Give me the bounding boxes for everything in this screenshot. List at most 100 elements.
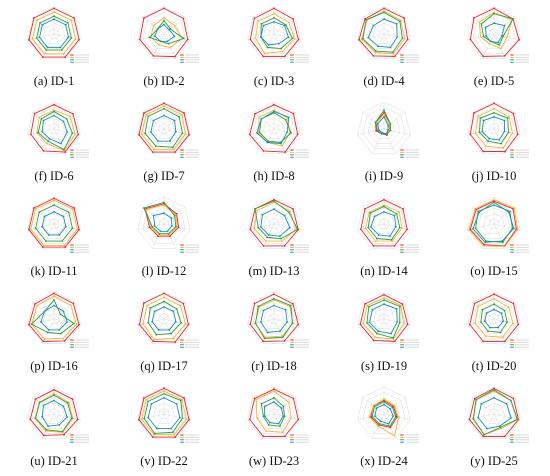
radar-point [468,323,471,326]
legend-marker [511,54,513,56]
radar-point [163,23,165,26]
radar-svg [247,196,309,253]
radar-point [67,211,70,214]
radar-point [163,396,165,399]
radar-point [69,304,72,307]
legend-marker [291,339,293,341]
radar-point [478,211,481,214]
radar-series-line [35,204,73,242]
radar-point [41,225,44,228]
radar-point [53,18,55,21]
legend-text-placeholder [515,346,529,348]
radar-point [38,401,41,404]
radar-grid-ring [137,101,191,154]
radar-point [138,418,140,421]
radar-grid-ring [478,207,510,239]
radar-grid-ring [247,196,301,249]
radar-point [482,55,485,58]
radar-point [498,44,501,46]
legend-text-placeholder [75,249,89,251]
radar-spoke [482,33,495,59]
panel-label: (e) [473,74,488,88]
legend-marker [511,434,513,436]
radar-grid-ring [43,118,65,139]
radar-point [254,112,256,115]
panel-label: (y) [470,454,485,468]
legend-marker [511,439,513,441]
radar-point [179,399,182,402]
radar-point [394,225,397,228]
radar-series-line [366,299,401,339]
panel-label: (c) [253,74,268,88]
radar-point [477,305,480,308]
radar-spoke [152,33,165,59]
radar-point [254,322,257,325]
radar-point [497,41,500,44]
radar-grid-ring [268,28,280,40]
radar-point [389,123,392,125]
panel-label: (r) [251,359,264,373]
radar-grid-ring [43,403,65,424]
panel-caption: (e) ID-5 [440,74,548,89]
legend-text-placeholder [75,344,89,346]
radar-point [163,292,165,295]
radar-grid-ring [268,313,280,325]
radar-point [58,234,61,236]
radar-point [273,304,275,307]
legend-marker [71,441,73,443]
radar-point [486,427,488,430]
legend-marker [291,439,293,441]
radar-point [72,302,75,305]
legend-marker [71,54,73,56]
legend-marker [511,339,513,341]
radar-point [150,402,153,405]
radar-point [40,117,43,120]
radar-point [297,38,300,41]
radar-grid-ring [258,397,290,429]
panel-title: ID-19 [374,359,408,373]
panel-title: ID-7 [157,169,185,183]
legend-marker [511,59,513,61]
radar-point [369,226,372,228]
radar-point [503,245,506,248]
radar-point [273,198,275,201]
radar-svg [247,6,309,63]
radar-spoke [53,112,76,130]
legend-marker [71,59,73,61]
radar-point [61,430,64,433]
radar-point [493,387,495,390]
radar-point [255,132,258,134]
radar-series-line [31,295,77,340]
radar-point [53,394,55,396]
radar-point [293,37,296,40]
radar-series-line [144,108,183,148]
radar-grid-ring [153,403,175,424]
radar-point [61,240,64,242]
legend-marker [401,154,403,156]
radar-series-line [371,401,397,427]
radar-point [174,151,177,154]
radar-point [170,332,172,335]
radar-grid-ring [368,112,400,144]
radar-grid-ring [32,392,76,434]
radar-point [372,339,375,342]
legend-marker [511,249,513,251]
legend-marker [401,149,403,151]
panel-title: ID-9 [376,169,404,183]
radar-point [485,312,488,315]
radar-point [388,425,391,428]
legend-marker [71,149,73,151]
panel-label: (h) [253,169,268,183]
radar-point [253,17,256,20]
legend-marker [181,54,183,56]
radar-series-line [469,387,519,437]
radar-point [503,340,506,343]
legend-marker [291,344,293,346]
radar-point [403,17,405,19]
radar-series-line [138,387,190,438]
radar-point [159,40,162,43]
radar-point [264,240,267,242]
radar-point [163,300,165,303]
radar-grid-ring [153,118,175,139]
radar-point [508,115,511,118]
